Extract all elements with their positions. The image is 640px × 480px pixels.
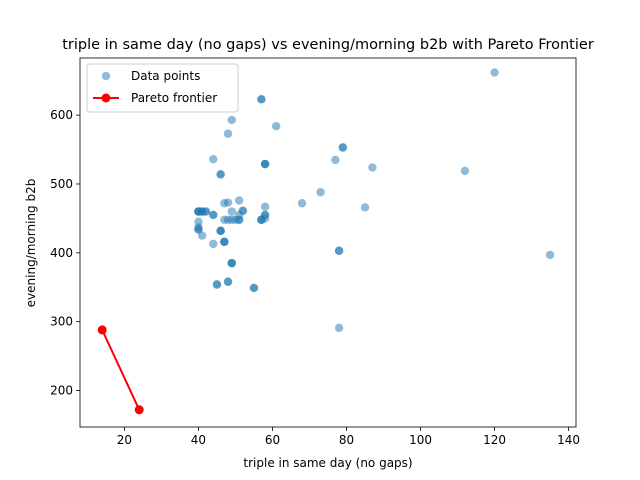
data-point bbox=[490, 68, 498, 76]
data-point bbox=[331, 156, 339, 164]
legend-label-data-points: Data points bbox=[131, 69, 200, 83]
legend-marker-pareto bbox=[102, 94, 111, 103]
x-tick-label: 80 bbox=[339, 433, 354, 447]
data-point bbox=[216, 170, 224, 178]
data-point bbox=[209, 240, 217, 248]
data-point bbox=[228, 259, 236, 267]
data-point bbox=[546, 251, 554, 259]
legend-marker-data-points bbox=[102, 72, 110, 80]
pareto-frontier-point bbox=[98, 325, 107, 334]
data-point bbox=[298, 199, 306, 207]
legend-label-pareto: Pareto frontier bbox=[131, 91, 217, 105]
data-point bbox=[261, 211, 269, 219]
data-point bbox=[224, 198, 232, 206]
x-tick-label: 140 bbox=[557, 433, 580, 447]
chart-title: triple in same day (no gaps) vs evening/… bbox=[62, 37, 594, 53]
x-axis-label: triple in same day (no gaps) bbox=[243, 456, 412, 470]
data-point bbox=[335, 247, 343, 255]
y-tick-label: 300 bbox=[50, 315, 73, 329]
data-point bbox=[461, 167, 469, 175]
data-point bbox=[368, 163, 376, 171]
data-point bbox=[224, 278, 232, 286]
x-tick-label: 120 bbox=[483, 433, 506, 447]
data-point bbox=[235, 196, 243, 204]
y-tick-label: 400 bbox=[50, 246, 73, 260]
data-point bbox=[194, 218, 202, 226]
data-point bbox=[228, 207, 236, 215]
data-point bbox=[257, 95, 265, 103]
data-point bbox=[272, 122, 280, 130]
data-point bbox=[209, 211, 217, 219]
y-tick-label: 200 bbox=[50, 384, 73, 398]
pareto-frontier-point bbox=[135, 405, 144, 414]
data-point bbox=[316, 188, 324, 196]
data-point bbox=[261, 160, 269, 168]
legend: Data points Pareto frontier bbox=[87, 64, 238, 112]
data-point bbox=[202, 207, 210, 215]
x-tick-label: 20 bbox=[117, 433, 132, 447]
data-point bbox=[339, 143, 347, 151]
data-point bbox=[335, 324, 343, 332]
y-axis-label: evening/morning b2b bbox=[24, 179, 38, 308]
data-point bbox=[228, 116, 236, 124]
x-tick-label: 60 bbox=[265, 433, 280, 447]
data-point bbox=[224, 130, 232, 138]
data-point bbox=[250, 284, 258, 292]
y-tick-label: 600 bbox=[50, 108, 73, 122]
data-point bbox=[220, 238, 228, 246]
x-tick-label: 40 bbox=[191, 433, 206, 447]
data-point bbox=[198, 231, 206, 239]
data-point bbox=[213, 280, 221, 288]
data-point bbox=[216, 227, 224, 235]
y-tick-label: 500 bbox=[50, 177, 73, 191]
data-point bbox=[261, 203, 269, 211]
data-point bbox=[361, 203, 369, 211]
x-tick-label: 100 bbox=[409, 433, 432, 447]
data-point bbox=[209, 155, 217, 163]
data-point bbox=[235, 211, 243, 219]
